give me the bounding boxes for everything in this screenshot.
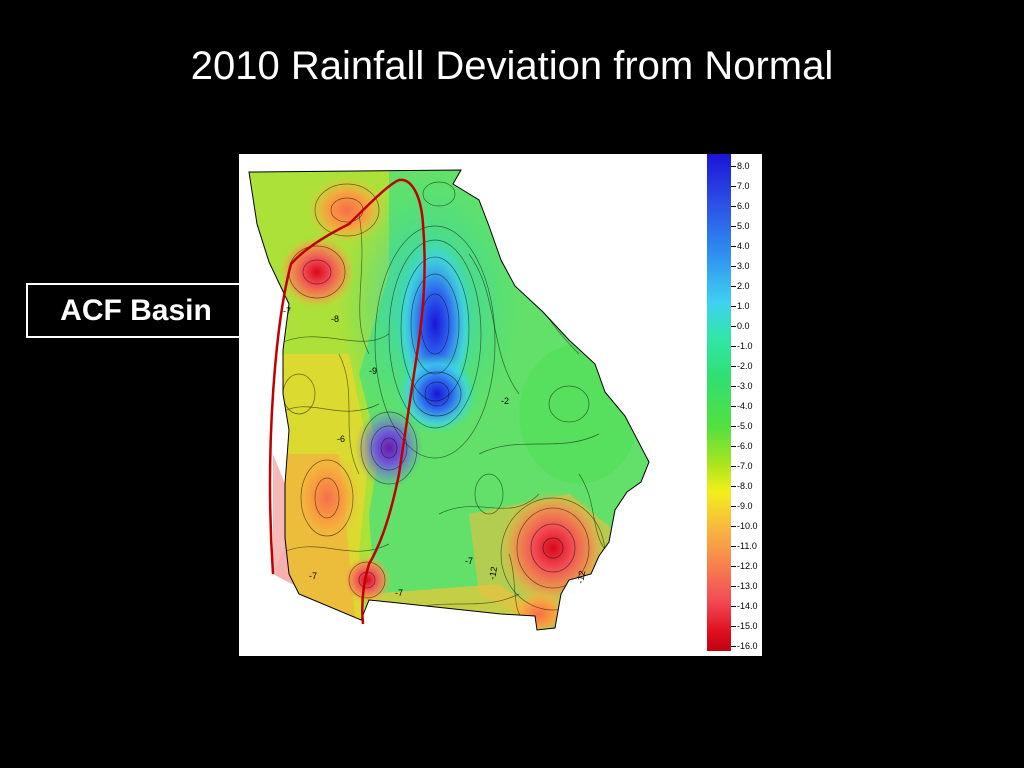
legend-tick	[731, 246, 736, 247]
legend-tick	[731, 326, 736, 327]
legend-tick	[731, 366, 736, 367]
map-panel: -7 -8 -9 -6 -7 -2 -7 -7 -12 -12 8.0 7.0 6.…	[239, 154, 762, 656]
legend-tick-label: 3.0	[737, 261, 750, 271]
acf-basin-outline	[268, 178, 426, 625]
contour-label: -2	[501, 396, 509, 406]
contour-label: -12	[487, 566, 499, 581]
legend-tick-label: -10.0	[737, 521, 758, 531]
legend-tick	[731, 446, 736, 447]
legend-tick-label: 6.0	[737, 201, 750, 211]
legend-tick	[731, 466, 736, 467]
legend-tick	[731, 566, 736, 567]
legend-tick	[731, 426, 736, 427]
contour-label: -7	[309, 571, 317, 581]
contour-label: -7	[395, 588, 403, 598]
legend-color-bar	[707, 154, 731, 651]
slide-title: 2010 Rainfall Deviation from Normal	[190, 44, 834, 88]
legend-tick-label: -16.0	[737, 641, 758, 651]
legend-tick-label: -3.0	[737, 381, 753, 391]
contour-label: -7	[465, 556, 473, 566]
legend-tick	[731, 486, 736, 487]
legend-tick	[731, 226, 736, 227]
legend-tick	[731, 286, 736, 287]
legend-tick-label: -15.0	[737, 621, 758, 631]
legend-tick	[731, 546, 736, 547]
legend-tick	[731, 406, 736, 407]
acf-basin-label: ACF Basin	[26, 283, 246, 338]
legend-tick-label: -2.0	[737, 361, 753, 371]
legend-tick	[731, 206, 736, 207]
legend-tick	[731, 526, 736, 527]
legend-tick-label: -12.0	[737, 561, 758, 571]
legend-tick-label: -14.0	[737, 601, 758, 611]
legend-tick-label: -5.0	[737, 421, 753, 431]
legend-tick	[731, 346, 736, 347]
legend-tick-label: -4.0	[737, 401, 753, 411]
legend-tick-label: 7.0	[737, 181, 750, 191]
legend-tick	[731, 586, 736, 587]
legend-tick-label: -9.0	[737, 501, 753, 511]
legend-tick-label: 1.0	[737, 301, 750, 311]
legend-tick	[731, 386, 736, 387]
legend-tick	[731, 626, 736, 627]
legend-tick-label: -13.0	[737, 581, 758, 591]
legend-tick-label: 5.0	[737, 221, 750, 231]
legend-tick-label: -1.0	[737, 341, 753, 351]
legend-tick-label: 8.0	[737, 161, 750, 171]
legend-tick	[731, 306, 736, 307]
contour-label: -7	[283, 306, 291, 316]
legend-tick-label: -6.0	[737, 441, 753, 451]
georgia-outline	[248, 169, 650, 631]
legend-tick	[731, 166, 736, 167]
contour-label: -8	[331, 314, 339, 324]
legend-tick-label: 2.0	[737, 281, 750, 291]
legend-tick-label: -7.0	[737, 461, 753, 471]
legend-tick	[731, 266, 736, 267]
contour-label: -12	[575, 570, 587, 585]
legend-tick	[731, 186, 736, 187]
georgia-rainfall-map: -7 -8 -9 -6 -7 -2 -7 -7 -12 -12	[248, 169, 650, 631]
contour-label: -9	[369, 366, 377, 376]
contour-label: -6	[337, 434, 345, 444]
legend-tick	[731, 646, 736, 647]
legend-tick-label: 0.0	[737, 321, 750, 331]
legend-tick-label: 4.0	[737, 241, 750, 251]
legend-tick	[731, 506, 736, 507]
legend-tick-label: -8.0	[737, 481, 753, 491]
legend-tick-label: -11.0	[737, 541, 757, 551]
legend-tick	[731, 606, 736, 607]
